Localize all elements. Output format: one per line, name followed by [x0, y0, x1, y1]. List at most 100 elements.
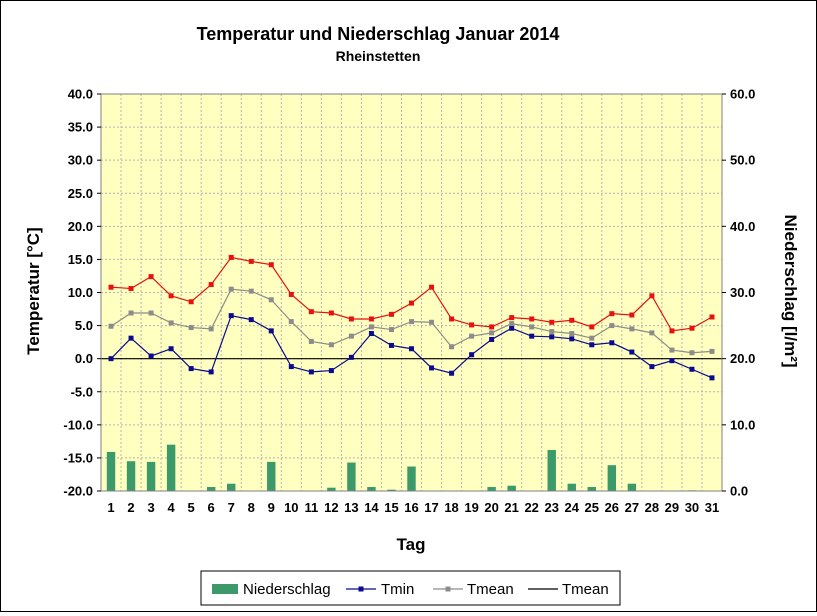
point-tmean-30 [689, 350, 695, 356]
point-tmin-2 [128, 335, 134, 341]
y-left-tick-label: 10.0 [68, 285, 93, 300]
point-tmax-31 [709, 314, 715, 320]
point-tmin-9 [268, 328, 274, 334]
bar-niederschlag-15 [387, 489, 396, 491]
x-tick-label: 8 [248, 500, 255, 515]
bar-niederschlag-4 [166, 444, 176, 491]
point-tmean-12 [328, 342, 334, 348]
y-left-tick-label: -10.0 [63, 417, 93, 432]
point-tmax-4 [168, 293, 174, 299]
x-tick-label: 31 [705, 500, 719, 515]
x-tick-label: 12 [324, 500, 338, 515]
point-tmax-2 [128, 286, 134, 292]
point-tmin-8 [248, 317, 254, 323]
point-tmin-1 [108, 356, 114, 362]
x-tick-label: 25 [585, 500, 599, 515]
point-tmax-25 [589, 324, 595, 330]
point-tmax-27 [629, 312, 635, 318]
point-tmax-11 [308, 309, 314, 315]
bar-niederschlag-7 [227, 483, 236, 491]
x-tick-label: 27 [625, 500, 639, 515]
x-tick-label: 2 [127, 500, 134, 515]
point-tmean-22 [529, 324, 535, 330]
x-tick-label: 15 [384, 500, 398, 515]
x-tick-label: 30 [685, 500, 699, 515]
point-tmean-9 [268, 297, 274, 303]
point-tmin-4 [168, 346, 174, 352]
legend-label-tmin: Tmin [381, 581, 414, 598]
point-tmax-18 [449, 316, 455, 322]
point-tmax-19 [469, 322, 475, 328]
bar-niederschlag-13 [347, 462, 356, 491]
x-tick-label: 21 [504, 500, 518, 515]
point-tmax-29 [669, 328, 675, 334]
bar-niederschlag-12 [327, 487, 336, 491]
point-tmin-22 [529, 333, 535, 339]
y-right-tick-label: 40.0 [730, 219, 755, 234]
chart-subtitle: Rheinstetten [336, 48, 421, 64]
point-tmean-21 [509, 321, 515, 327]
point-tmean-23 [549, 329, 555, 335]
y-left-tick-label: 40.0 [68, 87, 93, 102]
x-tick-label: 7 [228, 500, 235, 515]
y-left-tick-label: -20.0 [63, 484, 93, 499]
y-axis-left-title: Temperatur [°C] [24, 227, 43, 354]
legend-swatch-niederschlag [212, 584, 238, 594]
bar-niederschlag-23 [547, 449, 556, 491]
legend-box [200, 570, 621, 606]
point-tmax-8 [248, 258, 254, 264]
bar-niederschlag-20 [487, 487, 496, 491]
x-tick-label: 9 [268, 500, 275, 515]
point-tmean-18 [449, 344, 455, 350]
point-tmin-30 [689, 366, 695, 372]
y-axis-right-title: Niederschlag [l/m²] [781, 214, 800, 367]
point-tmin-29 [669, 358, 675, 364]
x-tick-label: 17 [424, 500, 438, 515]
point-tmean-17 [429, 319, 435, 325]
y-left-tick-label: 25.0 [68, 186, 93, 201]
legend-marker-tmean [445, 586, 451, 592]
point-tmin-21 [509, 325, 515, 331]
x-tick-label: 18 [444, 500, 458, 515]
y-left-tick-label: 30.0 [68, 153, 93, 168]
bar-niederschlag-26 [607, 465, 617, 491]
point-tmean-1 [108, 323, 114, 329]
y-right-tick-label: 60.0 [730, 87, 755, 102]
point-tmean-11 [308, 338, 314, 344]
point-tmean-29 [669, 347, 675, 353]
point-tmax-24 [569, 317, 575, 323]
x-tick-label: 26 [605, 500, 619, 515]
y-left-tick-label: 35.0 [68, 120, 93, 135]
point-tmin-12 [328, 368, 334, 374]
x-tick-label: 28 [645, 500, 659, 515]
point-tmin-6 [208, 369, 214, 375]
x-tick-label: 3 [147, 500, 154, 515]
point-tmax-5 [188, 299, 194, 305]
bar-niederschlag-25 [587, 487, 596, 491]
point-tmax-6 [208, 282, 214, 288]
bar-niederschlag-27 [627, 483, 637, 491]
x-tick-label: 1 [107, 500, 114, 515]
point-tmax-13 [348, 316, 354, 322]
point-tmax-10 [288, 291, 294, 297]
point-tmax-7 [228, 254, 234, 260]
bar-niederschlag-1 [106, 451, 116, 491]
x-tick-label: 13 [344, 500, 358, 515]
point-tmean-13 [348, 333, 354, 339]
point-tmean-5 [188, 325, 194, 331]
point-tmin-28 [649, 364, 655, 370]
bar-niederschlag-21 [507, 485, 516, 491]
point-tmean-3 [148, 310, 154, 316]
bar-niederschlag-24 [567, 483, 576, 491]
point-tmean-19 [469, 333, 475, 339]
point-tmean-14 [368, 324, 374, 330]
y-right-tick-label: 20.0 [730, 351, 755, 366]
x-tick-label: 5 [188, 500, 195, 515]
x-tick-label: 6 [208, 500, 215, 515]
y-left-tick-label: -5.0 [71, 384, 93, 399]
y-right-tick-label: 0.0 [730, 484, 748, 499]
point-tmean-4 [168, 320, 174, 326]
point-tmin-26 [609, 340, 615, 346]
